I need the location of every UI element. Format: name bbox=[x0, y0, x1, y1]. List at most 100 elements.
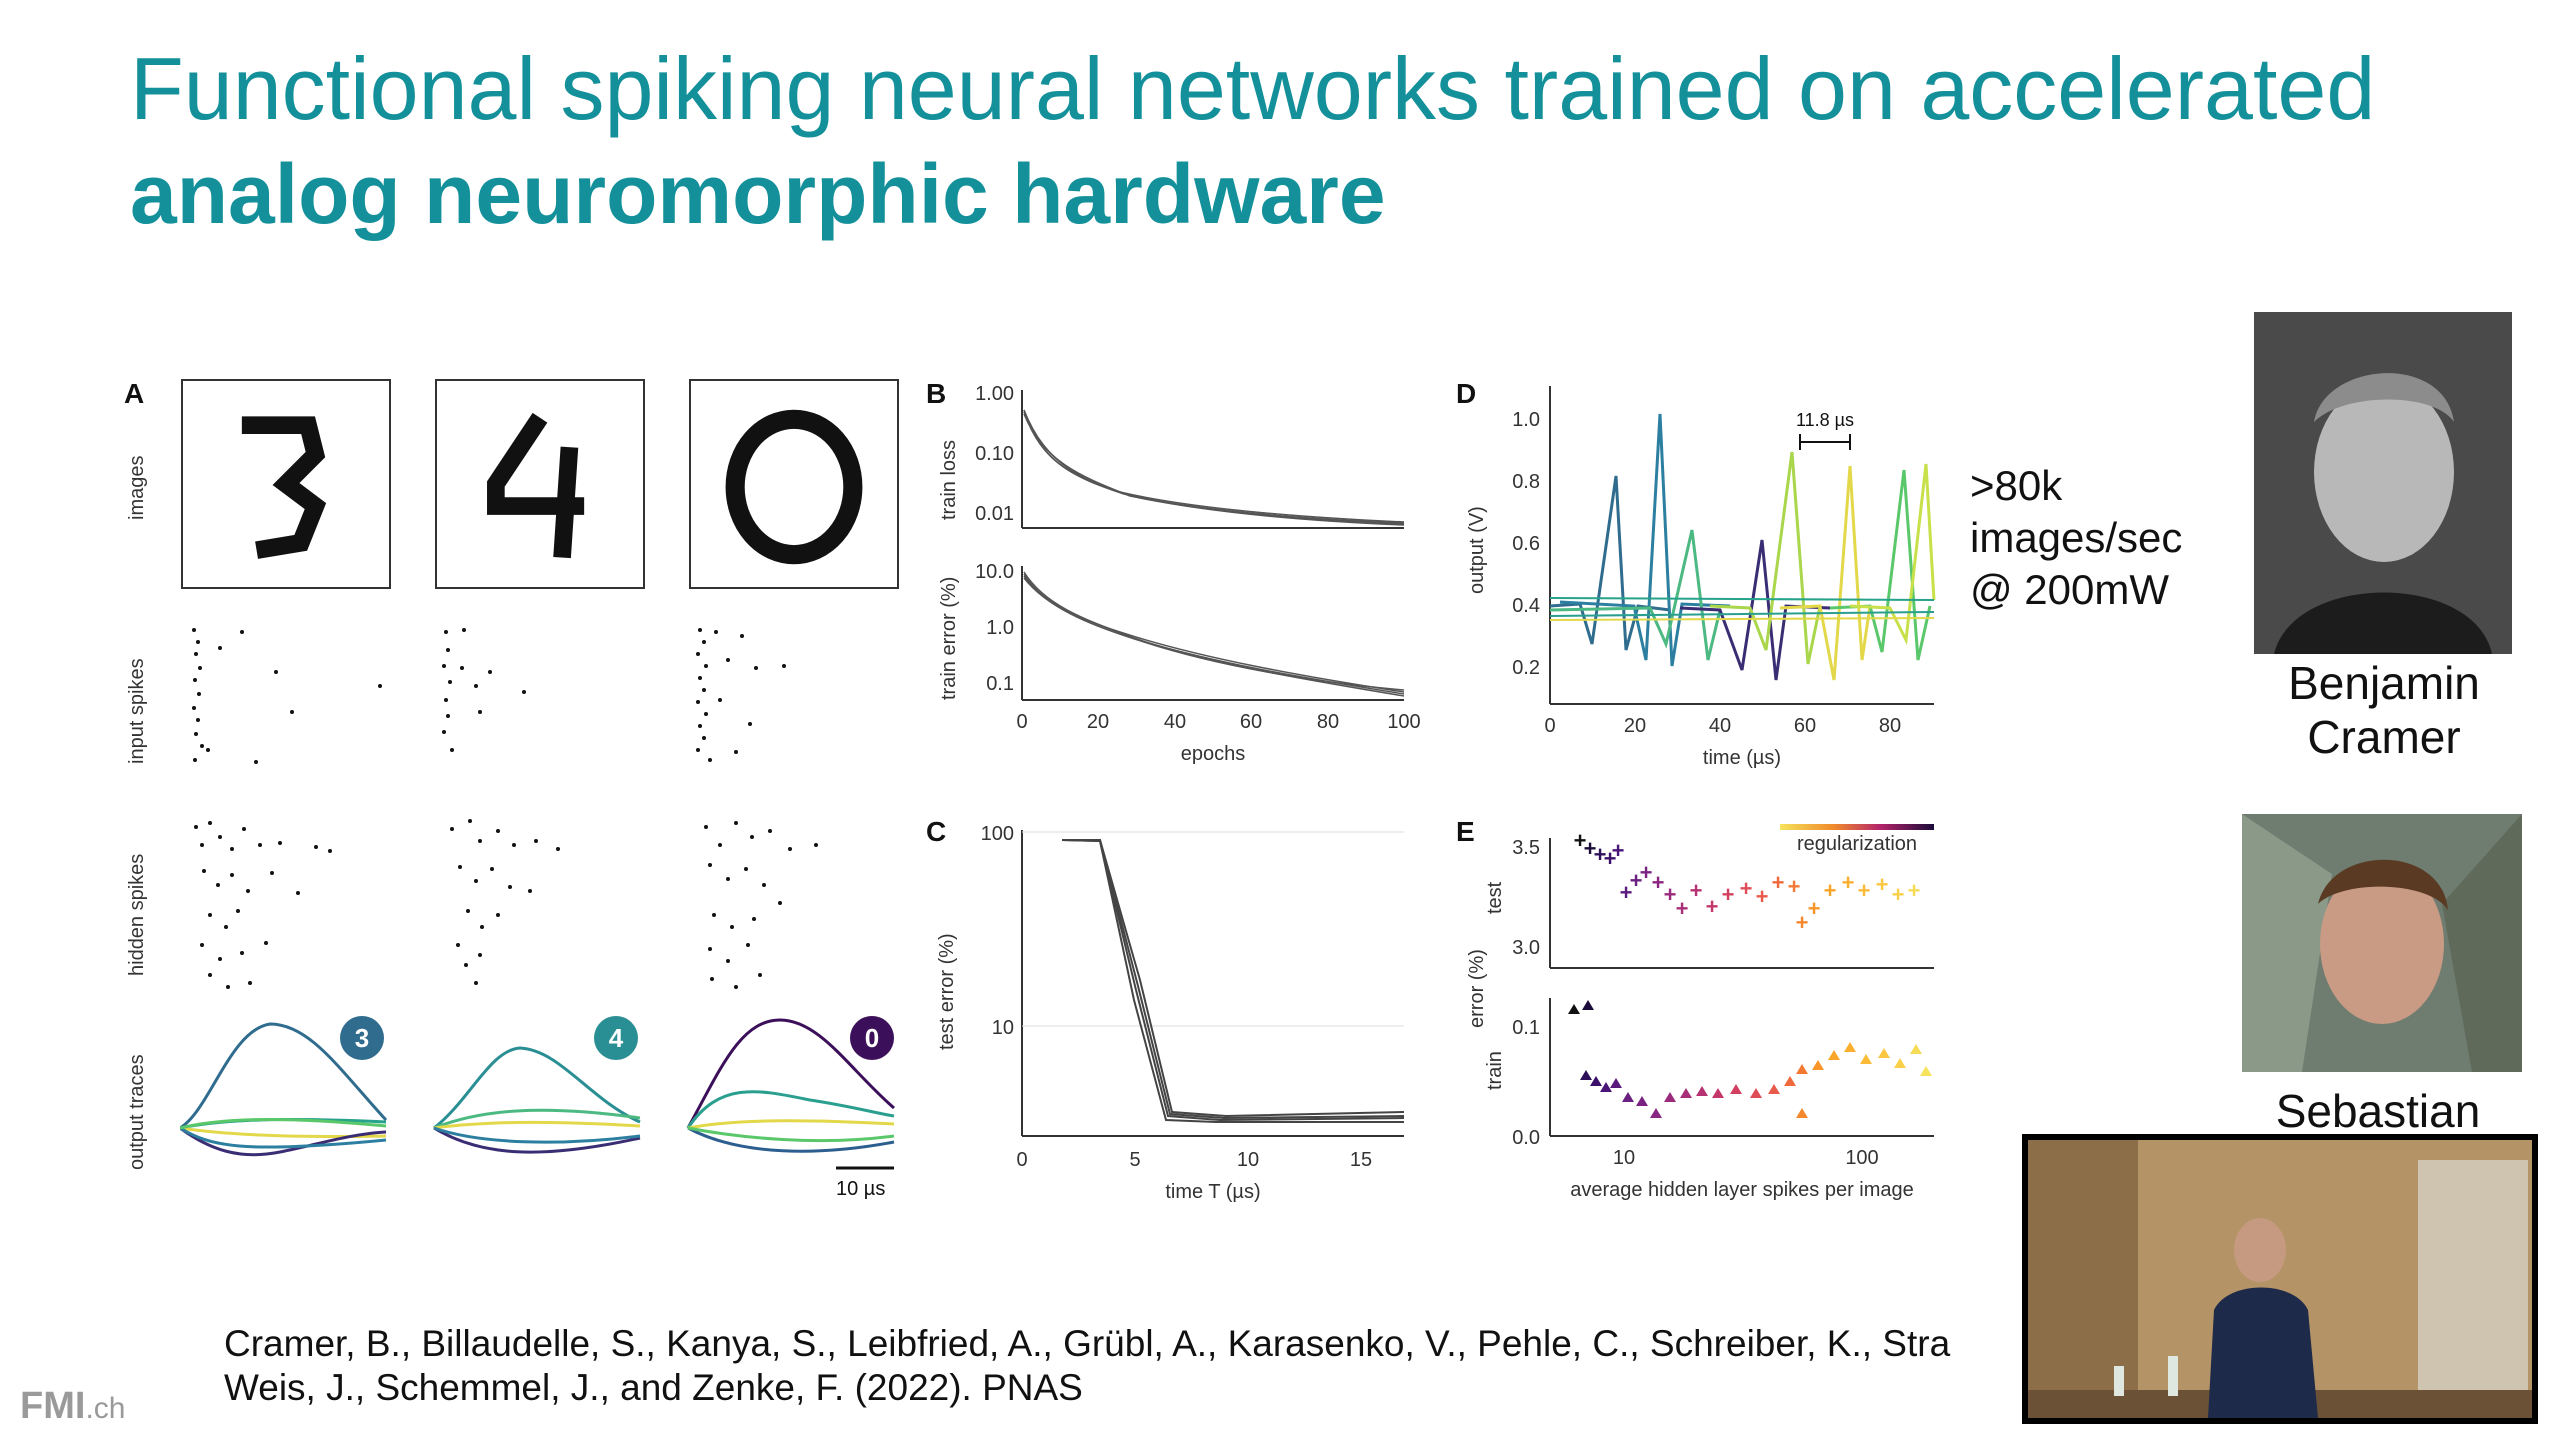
b-xtick-20: 20 bbox=[1087, 711, 1109, 733]
d-ytick-1.0: 1.0 bbox=[1512, 409, 1540, 431]
svg-text:+: + bbox=[1722, 882, 1735, 907]
portrait-2-figure bbox=[2242, 814, 2522, 1072]
digit-3-glyph bbox=[241, 416, 327, 559]
person-1-last-name: Cramer bbox=[2307, 711, 2461, 763]
e-bottom-tick-2: 0.0 bbox=[1512, 1127, 1540, 1149]
b-xtick-100: 100 bbox=[1387, 711, 1420, 733]
badge-digit-4: 4 bbox=[594, 1016, 638, 1060]
panel-d-chart: 11.8 µs 1.0 0.8 0.6 0.4 0.2 0 20 40 60 8… bbox=[1512, 386, 1936, 769]
svg-text:+: + bbox=[1808, 896, 1821, 921]
regularization-colorbar bbox=[1780, 824, 1934, 830]
panel-a-letter: A bbox=[124, 378, 145, 409]
d-xtick-20: 20 bbox=[1624, 715, 1646, 737]
d-ytick-0.6: 0.6 bbox=[1512, 533, 1540, 555]
portrait-1-figure bbox=[2254, 312, 2512, 654]
citation: Cramer, B., Billaudelle, S., Kanya, S., … bbox=[224, 1322, 1950, 1410]
logo-suffix: .ch bbox=[85, 1392, 126, 1425]
b-xlabel: epochs bbox=[1181, 743, 1246, 765]
d-xtick-60: 60 bbox=[1794, 715, 1816, 737]
digit-image-3 bbox=[181, 379, 391, 589]
citation-line-1: Cramer, B., Billaudelle, S., Kanya, S., … bbox=[224, 1323, 1951, 1364]
svg-text:+: + bbox=[1612, 838, 1625, 863]
slide-title-line1: Functional spiking neural networks train… bbox=[130, 39, 2376, 138]
panel-d-letter: D bbox=[1456, 378, 1477, 409]
panel-e-chart: regularization ++++++++ + ++++ + + ++ ++++ + + + +… bbox=[1512, 824, 1934, 1201]
b-top-ylabel: train loss bbox=[938, 439, 960, 520]
d-xtick-0: 0 bbox=[1544, 715, 1555, 737]
b-bottom-ylabel: train error (%) bbox=[938, 576, 960, 700]
svg-text:+: + bbox=[1640, 860, 1653, 885]
svg-text:+: + bbox=[1858, 878, 1871, 903]
digit-image-4 bbox=[435, 379, 645, 589]
b-xtick-40: 40 bbox=[1164, 711, 1186, 733]
svg-text:+: + bbox=[1876, 872, 1889, 897]
svg-text:+: + bbox=[1652, 870, 1665, 895]
logo-main: FMI bbox=[20, 1385, 86, 1427]
slide-title-line2: analog neuromorphic hardware bbox=[130, 147, 1386, 241]
svg-text:+: + bbox=[1620, 880, 1633, 905]
svg-text:+: + bbox=[1574, 828, 1587, 853]
c-xtick-15: 15 bbox=[1350, 1149, 1372, 1171]
throughput-stats: >80k images/sec @ 200mW bbox=[1970, 460, 2182, 616]
svg-text:+: + bbox=[1772, 870, 1785, 895]
stats-line-3: @ 200mW bbox=[1970, 566, 2170, 613]
b-xtick-80: 80 bbox=[1317, 711, 1339, 733]
d-scale-label: 11.8 µs bbox=[1796, 410, 1854, 430]
c-xtick-0: 0 bbox=[1016, 1149, 1027, 1171]
svg-text:+: + bbox=[1908, 878, 1921, 903]
row-label-output-traces: output traces bbox=[126, 1054, 148, 1170]
speaker-video-inset[interactable] bbox=[2022, 1134, 2538, 1424]
svg-text:+: + bbox=[1796, 910, 1809, 935]
b-top-tick-3: 0.01 bbox=[975, 503, 1014, 525]
e-ylabel: error (%) bbox=[1466, 949, 1488, 1028]
svg-text:+: + bbox=[1706, 894, 1719, 919]
panel-c-letter: C bbox=[926, 816, 947, 847]
c-xlabel: time T (µs) bbox=[1165, 1181, 1260, 1203]
svg-text:+: + bbox=[1604, 846, 1617, 871]
row-label-images: images bbox=[126, 455, 148, 520]
output-traces-plot bbox=[180, 1018, 895, 1170]
d-xtick-80: 80 bbox=[1879, 715, 1901, 737]
digit-0-glyph bbox=[725, 409, 863, 565]
digit-4-glyph bbox=[487, 412, 585, 559]
panel-c-chart: 100 10 0 5 10 15 time T (µs) bbox=[981, 823, 1405, 1203]
e-legend: regularization bbox=[1797, 833, 1917, 855]
svg-text:+: + bbox=[1664, 882, 1677, 907]
svg-text:+: + bbox=[1676, 896, 1689, 921]
e-top-tick-1: 3.5 bbox=[1512, 837, 1540, 859]
d-ytick-0.2: 0.2 bbox=[1512, 657, 1540, 679]
d-xtick-40: 40 bbox=[1709, 715, 1731, 737]
b-top-tick-2: 0.10 bbox=[975, 443, 1014, 465]
panel-b-letter: B bbox=[926, 378, 947, 409]
d-ytick-0.8: 0.8 bbox=[1512, 471, 1540, 493]
hidden-spikes-raster bbox=[194, 819, 818, 989]
svg-text:+: + bbox=[1690, 878, 1703, 903]
citation-line-2: Weis, J., Schemmel, J., and Zenke, F. (2… bbox=[224, 1367, 1083, 1408]
c-ytick-10: 10 bbox=[992, 1017, 1014, 1039]
row-label-hidden-spikes: hidden spikes bbox=[126, 853, 148, 976]
c-xtick-10: 10 bbox=[1237, 1149, 1259, 1171]
badge-digit-0: 0 bbox=[850, 1016, 894, 1060]
panel-b-chart: 1.00 0.10 0.01 10.0 1.0 0.1 0 20 40 60 8… bbox=[975, 383, 1421, 765]
svg-text:+: + bbox=[1594, 842, 1607, 867]
svg-text:+: + bbox=[1584, 836, 1597, 861]
digit-image-0 bbox=[689, 379, 899, 589]
e-xtick-100: 100 bbox=[1845, 1147, 1878, 1169]
c-xtick-5: 5 bbox=[1129, 1149, 1140, 1171]
e-xtick-10: 10 bbox=[1613, 1147, 1635, 1169]
portrait-benjamin-cramer bbox=[2254, 312, 2512, 654]
badge-digit-3: 3 bbox=[340, 1016, 384, 1060]
svg-text:+: + bbox=[1824, 878, 1837, 903]
e-xlabel: average hidden layer spikes per image bbox=[1570, 1179, 1914, 1201]
d-xlabel: time (µs) bbox=[1703, 747, 1781, 769]
svg-text:+: + bbox=[1892, 882, 1905, 907]
stats-line-2: images/sec bbox=[1970, 514, 2183, 561]
d-ytick-0.4: 0.4 bbox=[1512, 595, 1540, 617]
svg-text:+: + bbox=[1630, 868, 1643, 893]
stats-line-1: >80k bbox=[1970, 462, 2063, 509]
b-xtick-60: 60 bbox=[1240, 711, 1262, 733]
e-bottom-tick-1: 0.1 bbox=[1512, 1017, 1540, 1039]
svg-text:+: + bbox=[1842, 870, 1855, 895]
input-spikes-raster bbox=[192, 628, 786, 764]
svg-text:+: + bbox=[1788, 874, 1801, 899]
